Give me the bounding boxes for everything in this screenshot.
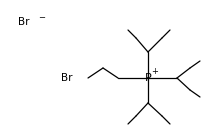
- Text: +: +: [152, 68, 158, 76]
- Text: Br: Br: [18, 17, 29, 27]
- Text: P: P: [145, 73, 151, 83]
- Text: −: −: [38, 13, 45, 23]
- Text: Br: Br: [61, 73, 72, 83]
